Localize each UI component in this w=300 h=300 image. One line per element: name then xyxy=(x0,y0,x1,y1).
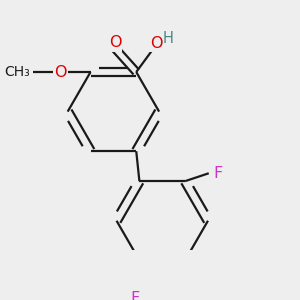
Text: methoxy: methoxy xyxy=(38,71,45,73)
Text: O: O xyxy=(54,64,67,80)
Text: CH₃: CH₃ xyxy=(4,65,30,79)
Text: H: H xyxy=(162,31,173,46)
Text: O: O xyxy=(109,35,121,50)
Text: F: F xyxy=(131,291,140,300)
Text: O: O xyxy=(151,36,163,51)
Text: F: F xyxy=(214,166,223,181)
